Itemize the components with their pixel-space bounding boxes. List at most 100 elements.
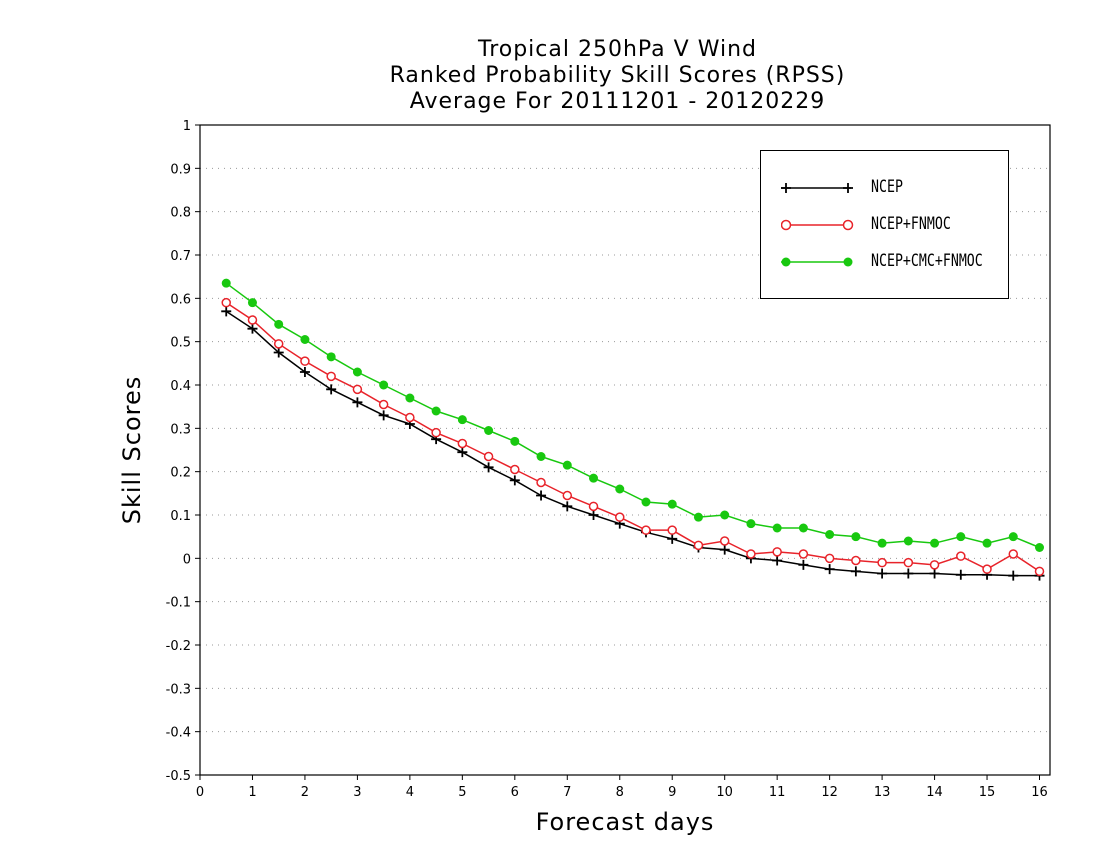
x-tick-label: 16: [1031, 785, 1048, 800]
x-tick-label: 13: [874, 785, 891, 800]
data-point: [1035, 543, 1045, 552]
data-point: [746, 549, 756, 559]
data-point: [824, 564, 835, 575]
data-point: [903, 557, 914, 568]
series-line-ncep: [225, 310, 1040, 577]
legend-swatch-ncep: [781, 183, 853, 193]
data-point: [247, 323, 258, 334]
legend-label-ncep: NCEP: [871, 177, 903, 197]
series-ncep: [221, 306, 1045, 581]
data-point: [247, 298, 257, 308]
data-point: [378, 399, 389, 410]
data-point: [536, 490, 547, 501]
data-point: [431, 427, 441, 438]
data-point: [431, 406, 441, 416]
data-point: [457, 438, 468, 449]
y-tick-label: 0.8: [170, 206, 191, 221]
data-point: [562, 490, 573, 501]
data-point: [1008, 549, 1019, 559]
data-point: [615, 512, 625, 522]
data-point: [221, 297, 231, 308]
x-tick-label: 2: [301, 785, 309, 800]
x-tick-label: 7: [563, 785, 571, 800]
series-line-ncep-fnmoc: [225, 302, 1040, 572]
chart-title-line-2: Ranked Probability Skill Scores (RPSS): [389, 63, 846, 88]
data-point: [903, 536, 913, 546]
x-tick-label: 12: [821, 785, 838, 800]
x-tick-label: 0: [196, 785, 204, 800]
data-point: [798, 559, 809, 570]
data-point: [824, 553, 835, 564]
data-point: [326, 352, 336, 362]
y-tick-label: -0.5: [166, 769, 191, 784]
data-point: [562, 460, 572, 470]
data-point: [825, 530, 835, 539]
data-point: [274, 319, 284, 329]
legend-label-ncep-cmc-fnmoc: NCEP+CMC+FNMOC: [871, 251, 983, 271]
x-tick-label: 5: [458, 785, 466, 800]
x-tick-label: 15: [979, 785, 996, 800]
data-point: [457, 447, 468, 458]
y-tick-label: 0.6: [170, 292, 191, 307]
data-point: [352, 384, 363, 395]
y-tick-label: 0.3: [170, 422, 191, 437]
data-point: [352, 367, 362, 377]
data-point: [772, 547, 782, 557]
data-point: [457, 415, 467, 425]
data-point: [352, 397, 363, 408]
y-tick-label: 1: [183, 119, 191, 134]
y-tick-label: 0.4: [170, 379, 191, 394]
data-point: [300, 356, 310, 366]
data-point: [484, 426, 494, 435]
data-point: [326, 384, 337, 395]
data-point: [1008, 570, 1019, 581]
data-point: [719, 536, 730, 546]
data-point: [1034, 566, 1045, 577]
legend-item-ncep-fnmoc: NCEP+FNMOC: [761, 210, 1009, 240]
legend-swatch-ncep-cmc-fnmoc: [781, 257, 853, 267]
data-point: [720, 510, 730, 520]
data-point: [483, 451, 494, 462]
y-tick-label: 0.7: [170, 249, 191, 264]
data-point: [536, 477, 546, 488]
data-point: [273, 347, 284, 358]
data-point: [798, 549, 809, 559]
data-point: [851, 555, 861, 566]
y-axis-label: Skill Scores: [118, 375, 146, 525]
series-ncep-cmc-fnmoc: [221, 278, 1045, 552]
data-point: [955, 569, 966, 580]
data-point: [221, 278, 231, 288]
series-ncep-fnmoc: [221, 297, 1045, 577]
data-point: [326, 371, 336, 382]
data-point: [405, 393, 415, 403]
x-tick-label: 1: [248, 785, 256, 800]
data-point: [483, 462, 494, 473]
chart-title-line-3: Average For 20111201 - 20120229: [409, 89, 826, 114]
data-point: [641, 525, 651, 535]
data-point: [667, 525, 677, 535]
data-point: [641, 497, 651, 507]
data-point: [273, 339, 284, 349]
data-point: [956, 532, 966, 542]
data-point: [746, 519, 756, 529]
axis-ticks: 1 0.9 0.8 0.7 0.6 0.5 0.4 0.3 0.2 0.1 0 -0.1 -0.2 -0.…: [166, 119, 1048, 800]
data-point: [693, 512, 703, 522]
data-point: [929, 560, 940, 570]
data-point: [247, 315, 258, 325]
data-point: [510, 464, 520, 475]
data-point: [929, 568, 940, 579]
series-line-ncep-cmc-fnmoc: [225, 282, 1040, 549]
data-point: [772, 555, 783, 566]
legend: NCEP NCEP+FNMOC NCEP+CMC+FNMOC: [760, 150, 1009, 299]
data-point: [1008, 532, 1018, 542]
data-point: [877, 538, 887, 548]
legend-item-ncep-cmc-fnmoc: NCEP+CMC+FNMOC: [761, 247, 1009, 277]
data-point: [536, 452, 546, 461]
data-point: [510, 436, 520, 446]
y-tick-label: 0.9: [170, 162, 191, 177]
data-point: [877, 568, 888, 579]
x-tick-label: 11: [769, 785, 786, 800]
y-tick-label: -0.2: [166, 639, 191, 654]
legend-swatch-ncep-fnmoc: [781, 219, 854, 231]
